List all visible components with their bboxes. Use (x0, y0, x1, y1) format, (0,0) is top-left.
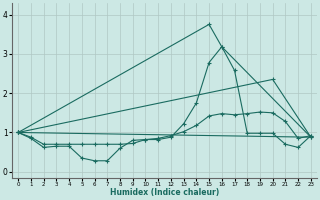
X-axis label: Humidex (Indice chaleur): Humidex (Indice chaleur) (110, 188, 219, 197)
